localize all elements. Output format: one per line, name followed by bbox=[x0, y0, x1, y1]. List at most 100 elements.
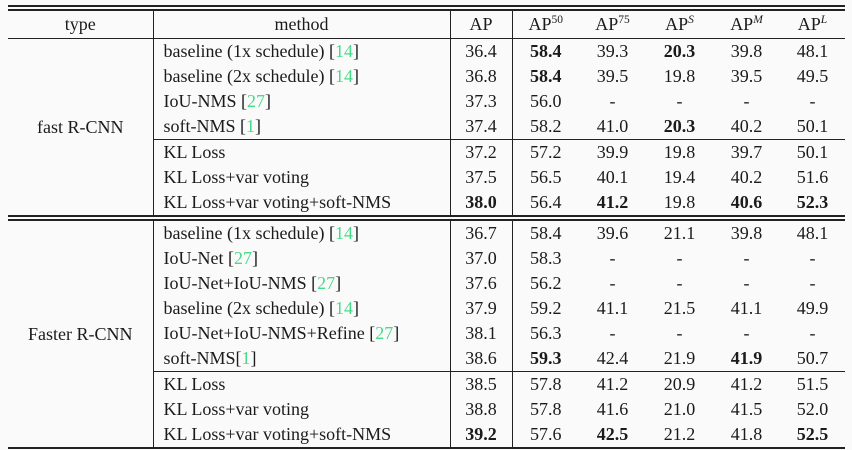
value-cell: 19.8 bbox=[663, 192, 696, 212]
value-cell: 58.4 bbox=[530, 41, 562, 61]
value-cell: 39.2 bbox=[450, 422, 513, 450]
value-cell: - bbox=[809, 323, 816, 343]
table-row: soft-NMS [1] 37.4 58.2 41.0 20.3 40.2 50.1 bbox=[8, 114, 845, 140]
value-cell: 37.4 bbox=[450, 114, 513, 140]
method-cell: baseline (2x schedule) [14] bbox=[153, 64, 451, 89]
citation-link[interactable]: 14 bbox=[334, 298, 353, 318]
value-cell: 37.0 bbox=[450, 246, 513, 271]
value-cell: - bbox=[609, 323, 616, 343]
method-cell: soft-NMS[1] bbox=[153, 346, 451, 372]
value-cell: 50.7 bbox=[796, 348, 829, 368]
citation-link[interactable]: 27 bbox=[375, 323, 394, 343]
metric-base: AP bbox=[730, 14, 754, 34]
value-cell: 56.3 bbox=[530, 323, 562, 343]
table-row: IoU-Net [27] 37.0 58.3 - - - - bbox=[8, 246, 845, 271]
value-cell: 37.3 bbox=[450, 89, 513, 114]
value-cell: 59.3 bbox=[530, 348, 562, 368]
value-cell: - bbox=[609, 248, 616, 268]
method-cell: KL Loss+var voting bbox=[153, 397, 451, 422]
value-cell: 57.6 bbox=[530, 424, 562, 444]
value-cell: 50.1 bbox=[796, 116, 829, 136]
table-row: baseline (2x schedule) [14] 37.9 59.2 41.1 2… bbox=[8, 296, 845, 321]
value-cell: 41.6 bbox=[596, 399, 629, 419]
table-row: KL Loss+var voting 38.8 57.8 41.6 21.0 41.5 52… bbox=[8, 397, 845, 422]
value-cell: 56.4 bbox=[530, 192, 562, 212]
value-cell: - bbox=[676, 248, 683, 268]
citation-link[interactable]: 14 bbox=[334, 223, 353, 243]
value-cell: 58.3 bbox=[530, 248, 562, 268]
method-cell: IoU-NMS [27] bbox=[153, 89, 451, 114]
value-cell: 41.1 bbox=[596, 298, 629, 318]
table-row: KL Loss+var voting+soft-NMS 39.2 57.6 42.5 2… bbox=[8, 422, 845, 450]
value-cell: - bbox=[809, 91, 816, 111]
value-cell: 19.4 bbox=[663, 167, 696, 187]
value-cell: 20.9 bbox=[646, 371, 713, 397]
value-cell: - bbox=[676, 91, 683, 111]
citation-link[interactable]: 27 bbox=[233, 248, 252, 268]
citation-link[interactable]: 1 bbox=[246, 116, 256, 136]
metric-superscript: M bbox=[753, 14, 763, 26]
value-cell: - bbox=[743, 248, 750, 268]
value-cell: 59.2 bbox=[530, 298, 562, 318]
method-cell: baseline (2x schedule) [14] bbox=[153, 296, 451, 321]
value-cell: 20.3 bbox=[663, 116, 696, 136]
citation-link[interactable]: 27 bbox=[247, 91, 266, 111]
header-row: type method AP AP50 AP75 APS APM APL bbox=[8, 8, 845, 39]
value-cell: 49.9 bbox=[796, 298, 829, 318]
value-cell: 21.0 bbox=[663, 399, 696, 419]
value-cell: 19.8 bbox=[663, 66, 696, 86]
value-cell: 40.2 bbox=[730, 116, 763, 136]
value-cell: 21.2 bbox=[663, 424, 696, 444]
table-body: fast R-CNN baseline (1x schedule) [14] 36.… bbox=[8, 38, 845, 450]
value-cell: 39.8 bbox=[730, 41, 763, 61]
value-cell: 21.9 bbox=[663, 348, 696, 368]
citation-link[interactable]: 14 bbox=[334, 66, 353, 86]
table-row: IoU-Net+IoU-NMS [27] 37.6 56.2 - - - - bbox=[8, 271, 845, 296]
citation-link[interactable]: 14 bbox=[334, 41, 353, 61]
value-cell: - bbox=[609, 273, 616, 293]
value-cell: 40.2 bbox=[730, 167, 763, 187]
table-head: type method AP AP50 AP75 APS APM APL bbox=[8, 8, 845, 39]
method-cell: KL Loss+var voting bbox=[153, 165, 451, 190]
method-cell: KL Loss+var voting+soft-NMS bbox=[153, 422, 451, 450]
col-header-method: method bbox=[153, 8, 451, 39]
citation-link[interactable]: 27 bbox=[317, 273, 336, 293]
value-cell: 38.1 bbox=[450, 321, 513, 346]
value-cell: 41.8 bbox=[730, 424, 763, 444]
citation-link[interactable]: 1 bbox=[241, 348, 251, 368]
value-cell: - bbox=[743, 91, 750, 111]
value-cell: - bbox=[809, 273, 816, 293]
table-row: soft-NMS[1] 38.6 59.3 42.4 21.9 41.9 50.7 bbox=[8, 346, 845, 372]
method-cell: KL Loss+var voting+soft-NMS bbox=[153, 190, 451, 218]
value-cell: 36.8 bbox=[450, 64, 513, 89]
value-cell: 58.2 bbox=[530, 116, 562, 136]
value-cell: 41.2 bbox=[713, 371, 780, 397]
value-cell: - bbox=[676, 273, 683, 293]
value-cell: 39.7 bbox=[713, 139, 780, 165]
method-cell: IoU-Net+IoU-NMS+Refine [27] bbox=[153, 321, 451, 346]
value-cell: 41.9 bbox=[730, 348, 763, 368]
table-row: KL Loss+var voting 37.5 56.5 40.1 19.4 40.2 51… bbox=[8, 165, 845, 190]
value-cell: 41.1 bbox=[730, 298, 763, 318]
value-cell: 50.1 bbox=[780, 139, 845, 165]
metric-superscript: L bbox=[820, 14, 828, 26]
col-header-ap75: AP75 bbox=[579, 8, 646, 39]
value-cell: 37.5 bbox=[450, 165, 513, 190]
value-cell: 36.4 bbox=[450, 38, 513, 64]
method-cell: IoU-Net+IoU-NMS [27] bbox=[153, 271, 451, 296]
value-cell: 49.5 bbox=[796, 66, 829, 86]
col-header-ap50: AP50 bbox=[512, 8, 579, 39]
table-row: baseline (2x schedule) [14] 36.8 58.4 39.5 1… bbox=[8, 64, 845, 89]
value-cell: 39.9 bbox=[579, 139, 646, 165]
value-cell: - bbox=[743, 323, 750, 343]
value-cell: 52.0 bbox=[796, 399, 829, 419]
value-cell: 37.9 bbox=[450, 296, 513, 321]
method-cell: baseline (1x schedule) [14] bbox=[153, 38, 451, 64]
value-cell: 41.2 bbox=[596, 192, 629, 212]
value-cell: 41.5 bbox=[730, 399, 763, 419]
metric-base: AP bbox=[665, 14, 689, 34]
method-cell: baseline (1x schedule) [14] bbox=[153, 215, 451, 246]
method-cell: soft-NMS [1] bbox=[153, 114, 451, 140]
value-cell: 48.1 bbox=[780, 215, 845, 246]
